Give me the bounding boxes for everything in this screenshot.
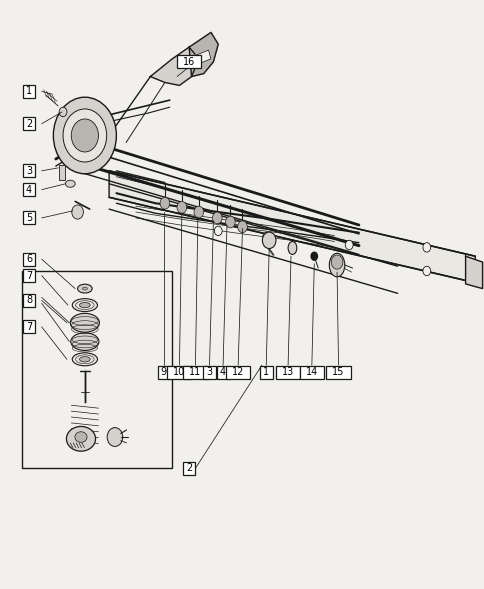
Ellipse shape <box>79 303 90 308</box>
Text: 11: 11 <box>189 368 201 377</box>
Text: 15: 15 <box>332 368 344 377</box>
Text: 3: 3 <box>206 368 212 377</box>
Polygon shape <box>109 171 474 283</box>
FancyBboxPatch shape <box>22 271 172 468</box>
Circle shape <box>71 119 98 152</box>
FancyBboxPatch shape <box>226 366 250 379</box>
Ellipse shape <box>65 180 75 187</box>
Circle shape <box>262 232 270 241</box>
Text: 14: 14 <box>305 368 318 377</box>
FancyBboxPatch shape <box>23 294 35 307</box>
Circle shape <box>262 232 275 249</box>
Circle shape <box>63 109 106 162</box>
Ellipse shape <box>70 313 99 332</box>
Text: 10: 10 <box>173 368 185 377</box>
Text: 9: 9 <box>161 368 166 377</box>
Text: 8: 8 <box>26 296 32 305</box>
Circle shape <box>345 240 352 250</box>
Text: 13: 13 <box>281 368 294 377</box>
FancyBboxPatch shape <box>259 366 272 379</box>
Circle shape <box>422 243 430 252</box>
Circle shape <box>53 97 116 174</box>
FancyBboxPatch shape <box>23 269 35 282</box>
Circle shape <box>72 205 83 219</box>
FancyBboxPatch shape <box>23 211 35 224</box>
Ellipse shape <box>71 333 99 350</box>
Ellipse shape <box>72 353 97 366</box>
Circle shape <box>107 428 122 446</box>
FancyBboxPatch shape <box>275 366 300 379</box>
Ellipse shape <box>287 241 296 254</box>
Circle shape <box>177 201 186 213</box>
Text: 3: 3 <box>26 166 32 176</box>
FancyBboxPatch shape <box>23 320 35 333</box>
Text: 2: 2 <box>186 464 192 473</box>
Circle shape <box>331 255 342 269</box>
Circle shape <box>422 266 430 276</box>
FancyBboxPatch shape <box>183 366 207 379</box>
Ellipse shape <box>329 253 344 277</box>
Text: 4: 4 <box>220 368 226 377</box>
Text: 1: 1 <box>26 87 32 96</box>
FancyBboxPatch shape <box>23 117 35 130</box>
Ellipse shape <box>72 299 97 312</box>
Text: 12: 12 <box>231 368 244 377</box>
Text: 5: 5 <box>26 213 32 223</box>
Text: 16: 16 <box>182 57 195 67</box>
Ellipse shape <box>79 357 90 362</box>
FancyBboxPatch shape <box>177 55 201 68</box>
Polygon shape <box>194 50 211 65</box>
FancyBboxPatch shape <box>23 164 35 177</box>
Polygon shape <box>60 112 114 147</box>
Circle shape <box>225 216 235 228</box>
FancyBboxPatch shape <box>216 366 229 379</box>
FancyBboxPatch shape <box>23 85 35 98</box>
Circle shape <box>212 212 222 224</box>
FancyBboxPatch shape <box>167 366 191 379</box>
Circle shape <box>237 221 247 233</box>
Circle shape <box>59 107 67 117</box>
Text: 2: 2 <box>26 119 32 128</box>
Polygon shape <box>189 32 218 77</box>
Text: 7: 7 <box>26 271 32 280</box>
Circle shape <box>160 197 169 209</box>
Polygon shape <box>465 256 482 289</box>
Circle shape <box>310 252 318 261</box>
Ellipse shape <box>75 432 87 442</box>
Circle shape <box>214 226 222 236</box>
FancyBboxPatch shape <box>203 366 215 379</box>
Text: 1: 1 <box>263 368 269 377</box>
FancyBboxPatch shape <box>182 462 195 475</box>
Polygon shape <box>150 47 198 85</box>
Ellipse shape <box>82 287 87 290</box>
Text: 6: 6 <box>26 254 32 264</box>
Text: 4: 4 <box>26 185 32 194</box>
Ellipse shape <box>66 426 95 451</box>
Circle shape <box>194 206 203 218</box>
FancyBboxPatch shape <box>23 183 35 196</box>
Ellipse shape <box>77 284 92 293</box>
FancyBboxPatch shape <box>23 253 35 266</box>
FancyBboxPatch shape <box>299 366 323 379</box>
FancyBboxPatch shape <box>59 165 65 180</box>
Text: 7: 7 <box>26 322 32 332</box>
FancyBboxPatch shape <box>157 366 170 379</box>
FancyBboxPatch shape <box>326 366 350 379</box>
